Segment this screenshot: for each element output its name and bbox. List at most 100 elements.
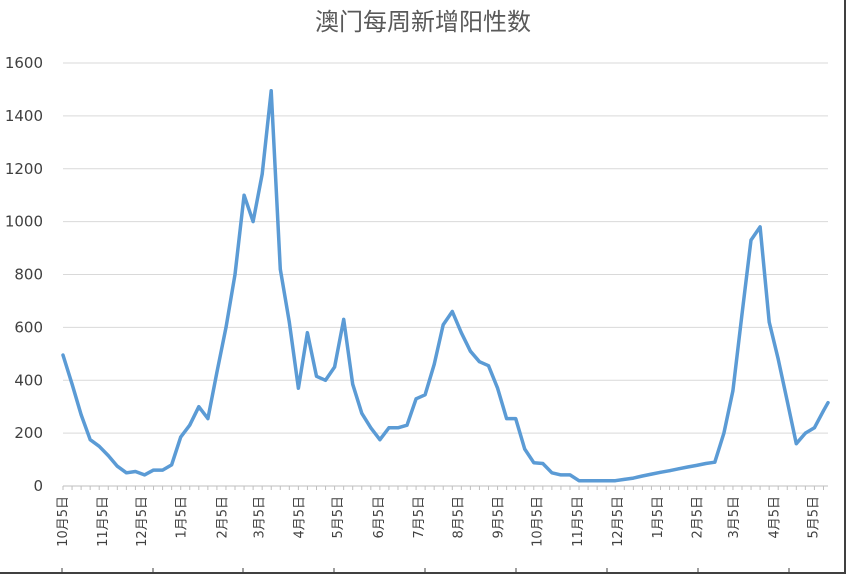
data-point [124, 471, 128, 475]
data-point [106, 454, 110, 458]
data-point [459, 331, 463, 335]
data-point [477, 360, 481, 364]
data-point [333, 365, 337, 369]
data-point [586, 479, 590, 483]
x-tick-label: 2月5日 [691, 496, 706, 539]
data-point [613, 479, 617, 483]
data-point [713, 460, 717, 464]
data-point [152, 468, 155, 472]
data-point [396, 426, 400, 430]
y-tick-label: 200 [14, 424, 43, 442]
data-point [441, 323, 445, 327]
data-point [541, 462, 545, 465]
data-point [315, 374, 318, 378]
x-tick-label: 12月5日 [611, 496, 626, 547]
x-tick-label: 7月5日 [412, 496, 427, 539]
data-point [776, 357, 780, 361]
x-tick-label: 4月5日 [292, 496, 307, 539]
data-point [577, 479, 581, 483]
y-axis-tick-labels: 0 200 400 600 800 1000 1200 1400 1600 [5, 54, 43, 495]
data-point [188, 423, 192, 427]
data-point [405, 423, 409, 427]
x-tick-label: 8月5日 [452, 496, 467, 539]
data-point [686, 465, 690, 469]
data-point [740, 312, 744, 316]
data-point [305, 331, 309, 335]
data-point [79, 413, 83, 417]
x-tick-label: 5月5日 [807, 496, 822, 539]
x-tick-label: 9月5日 [491, 496, 506, 539]
data-point [631, 476, 635, 480]
data-point [731, 389, 735, 393]
data-point [287, 320, 291, 324]
y-tick-label: 1200 [5, 160, 43, 178]
gridlines [63, 62, 828, 434]
data-point [822, 409, 825, 413]
data-point [260, 172, 264, 176]
data-point [161, 468, 165, 472]
data-point [170, 463, 174, 467]
data-point [70, 382, 74, 386]
data-point [342, 317, 346, 321]
data-point [387, 426, 391, 430]
x-tick-label: 3月5日 [252, 496, 267, 539]
data-point [695, 463, 699, 467]
data-point [115, 464, 119, 468]
x-tick-label: 1月5日 [651, 496, 666, 539]
x-tick-label: 12月5日 [135, 496, 150, 547]
y-tick-label: 1000 [5, 213, 43, 231]
data-point [514, 417, 518, 421]
x-tick-label: 2月5日 [215, 496, 230, 539]
data-point [296, 386, 300, 390]
data-point [749, 238, 753, 242]
data-point [97, 444, 101, 448]
y-tick-label: 400 [14, 371, 43, 389]
data-point [650, 472, 653, 476]
x-axis: 10月5日 11月5日 12月5日 1月5日 2月5日 3月5日 4月5日 5月5日 6月5日 7… [56, 485, 828, 573]
data-point [324, 378, 327, 382]
data-point [251, 220, 255, 224]
data-point [468, 349, 472, 353]
y-tick-label: 1600 [5, 54, 43, 72]
data-point [143, 473, 146, 477]
data-point [133, 470, 137, 473]
data-point [197, 405, 201, 409]
data-point [224, 325, 228, 329]
data-point [233, 273, 237, 276]
x-tick-label: 11月5日 [96, 496, 111, 547]
data-point [595, 479, 599, 483]
data-point [450, 310, 454, 313]
x-tick-label: 11月5日 [571, 496, 586, 547]
data-point [215, 370, 219, 374]
series-layer [61, 89, 830, 483]
data-point [559, 473, 563, 477]
data-point [432, 362, 436, 366]
data-point [88, 438, 92, 442]
data-point [758, 225, 762, 229]
y-tick-label: 800 [14, 266, 43, 284]
data-point [206, 417, 210, 421]
data-point [496, 386, 500, 390]
data-point [360, 411, 364, 415]
x-tick-label: 3月5日 [727, 496, 742, 539]
data-point [826, 401, 830, 405]
data-point [278, 267, 282, 271]
data-point [423, 393, 427, 397]
data-point [794, 442, 798, 446]
data-point [677, 467, 681, 471]
data-point [179, 435, 183, 439]
data-point [378, 438, 382, 442]
data-point [668, 469, 672, 473]
data-point [659, 470, 662, 474]
y-tick-label: 600 [14, 318, 43, 336]
data-point [369, 426, 373, 430]
x-tick-label: 4月5日 [768, 496, 783, 539]
x-tick-label: 6月5日 [372, 496, 387, 539]
data-point [767, 320, 771, 324]
data-point [640, 474, 644, 478]
chart-title: 澳门每周新增阳性数 [315, 8, 531, 36]
data-point [269, 89, 273, 93]
series-line-0 [61, 89, 830, 483]
